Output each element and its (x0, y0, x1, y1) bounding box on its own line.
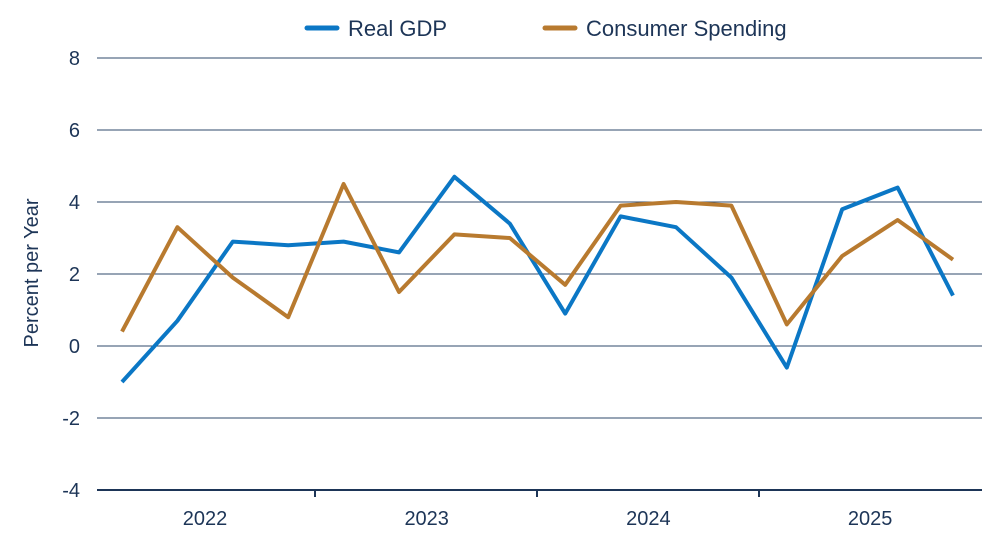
x-axis: 2022 2023 2024 2025 (97, 489, 982, 530)
x-tick-label: 2025 (848, 508, 893, 530)
y-tick-label: 6 (69, 120, 80, 142)
series-line-consumer-spending (120, 182, 955, 333)
legend: Real GDP Consumer Spending (304, 16, 787, 41)
series-lines (120, 174, 955, 384)
x-tick-label: 2022 (183, 508, 228, 530)
x-tick-label: 2023 (404, 508, 449, 530)
legend-label: Real GDP (348, 16, 447, 41)
y-axis-label: Percent per Year (21, 198, 43, 347)
y-tick-label: -4 (62, 480, 80, 502)
legend-label: Consumer Spending (586, 16, 787, 41)
y-tick-labels: -4 -2 0 2 4 6 8 (62, 48, 80, 502)
series-line-real-gdp (120, 174, 955, 384)
x-tick-label: 2024 (626, 508, 671, 530)
y-tick-label: 2 (69, 264, 80, 286)
y-tick-label: -2 (62, 408, 80, 430)
gridlines (97, 57, 982, 419)
y-tick-label: 8 (69, 48, 80, 70)
y-tick-label: 4 (69, 192, 80, 214)
y-tick-label: 0 (69, 336, 80, 358)
